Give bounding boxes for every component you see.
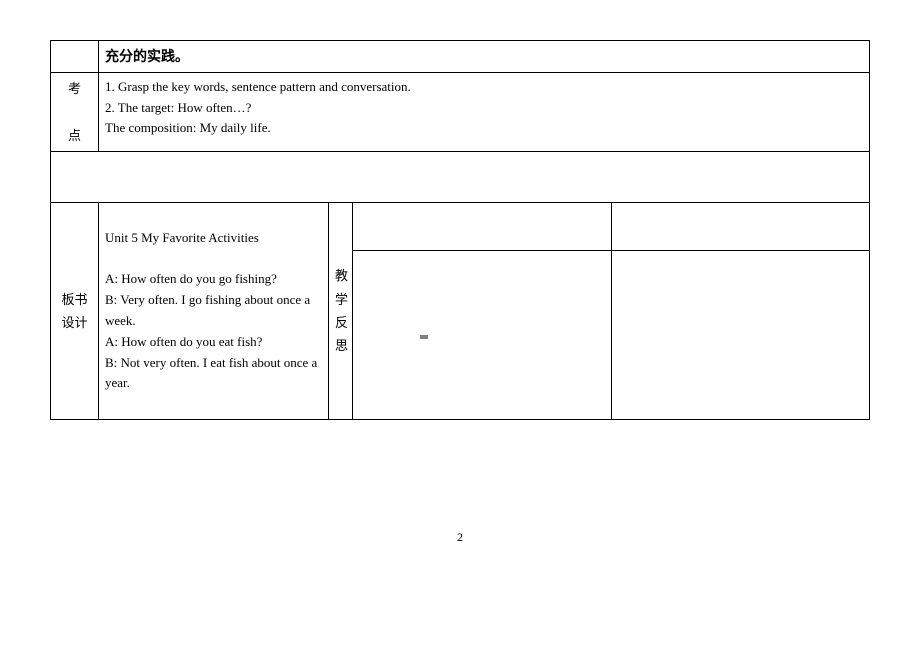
reflection-l1: 教 (335, 268, 348, 283)
dialogue-line1: A: How often do you go fishing? (105, 269, 322, 290)
practice-row: 充分的实践。 (51, 41, 870, 73)
board-design-l1: 板书 (61, 292, 87, 307)
keypoints-line2: 2. The target: How often…? (105, 98, 863, 119)
reflection-header-left (353, 202, 612, 250)
keypoints-content: 1. Grasp the key words, sentence pattern… (99, 72, 870, 151)
board-design-content: Unit 5 My Favorite Activities A: How oft… (99, 202, 329, 419)
reflection-l4: 思 (335, 338, 348, 353)
lesson-plan-table: 充分的实践。 考 点 1. Grasp the key words, sente… (50, 40, 870, 420)
page-number: 2 (50, 530, 870, 545)
dialogue-line3: A: How often do you eat fish? (105, 332, 322, 353)
board-design-label: 板书 设计 (51, 202, 99, 419)
keypoints-label: 考 点 (51, 72, 99, 151)
dialogue-line4: B: Not very often. I eat fish about once… (105, 353, 322, 395)
dialogue-line2: B: Very often. I go fishing about once a… (105, 290, 322, 332)
keypoints-row: 考 点 1. Grasp the key words, sentence pat… (51, 72, 870, 151)
unit-title: Unit 5 My Favorite Activities (105, 228, 322, 249)
keypoints-label-top: 考 (68, 81, 81, 96)
keypoints-label-bottom: 点 (68, 128, 81, 143)
board-design-l2: 设计 (61, 315, 87, 330)
reflection-l2: 学 (335, 292, 348, 307)
reflection-l3: 反 (335, 315, 348, 330)
practice-text: 充分的实践。 (105, 48, 189, 64)
center-marker (420, 335, 428, 339)
reflection-body-right (611, 250, 870, 419)
reflection-body-left (353, 250, 612, 419)
board-reflection-header-row: 板书 设计 Unit 5 My Favorite Activities A: H… (51, 202, 870, 250)
keypoints-line3: The composition: My daily life. (105, 118, 863, 139)
spacer-cell (51, 151, 870, 202)
reflection-label: 教 学 反 思 (329, 202, 353, 419)
spacer-row (51, 151, 870, 202)
keypoints-line1: 1. Grasp the key words, sentence pattern… (105, 77, 863, 98)
practice-content: 充分的实践。 (99, 41, 870, 73)
practice-label-cell (51, 41, 99, 73)
reflection-header-right (611, 202, 870, 250)
